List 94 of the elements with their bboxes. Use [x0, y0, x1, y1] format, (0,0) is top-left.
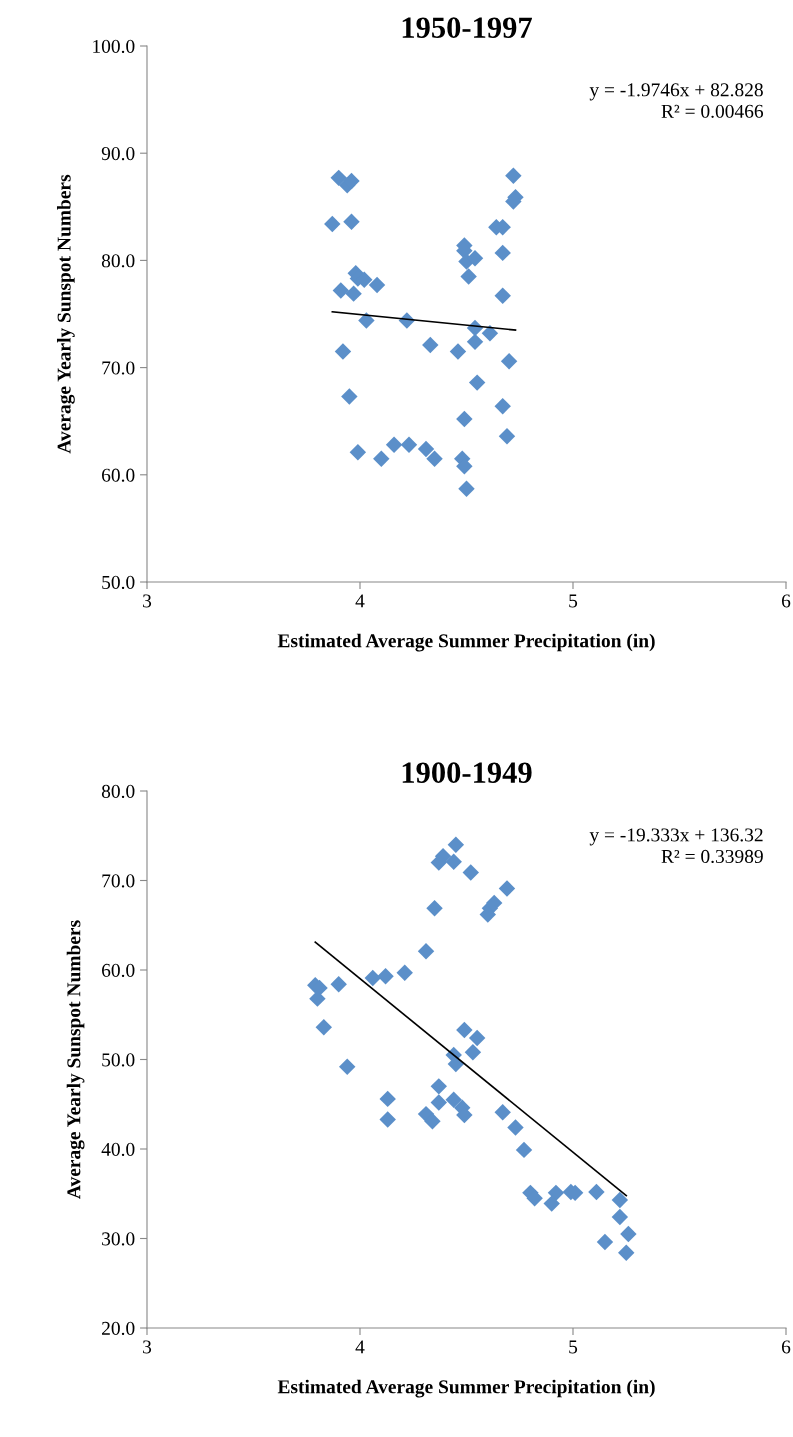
- point: [330, 976, 347, 993]
- chart-title: 1900-1949: [402, 762, 532, 783]
- point: [505, 167, 522, 184]
- point: [424, 1113, 441, 1130]
- point: [315, 1019, 333, 1036]
- y-tick-label: 50.0: [102, 575, 135, 590]
- y-tick-label: 90.0: [101, 147, 135, 161]
- y-tick-label: 60.0: [102, 963, 135, 978]
- point: [498, 880, 516, 897]
- point: [456, 1021, 473, 1039]
- point: [447, 836, 465, 853]
- point: [466, 333, 484, 351]
- y-tick-label: 100.0: [93, 39, 135, 54]
- y-tick-label: 20.0: [102, 1321, 135, 1336]
- point: [494, 1104, 511, 1121]
- point: [345, 285, 362, 302]
- point: [332, 282, 350, 299]
- x-tick-label: 6: [781, 1340, 791, 1354]
- y-tick-label: 80.0: [101, 784, 135, 799]
- point: [611, 1191, 629, 1209]
- y-tick-label: 80.0: [101, 254, 135, 268]
- point: [400, 436, 418, 453]
- annotation: R² = 0.00466: [661, 104, 764, 118]
- point: [462, 864, 479, 881]
- point: [379, 1111, 396, 1128]
- point: [507, 1119, 524, 1136]
- point: [309, 990, 326, 1007]
- point: [547, 1184, 565, 1202]
- point: [611, 1208, 629, 1226]
- point: [422, 336, 439, 354]
- x-tick-label: 5: [569, 594, 578, 608]
- y-tick-label: 60.0: [102, 468, 135, 482]
- point: [341, 388, 358, 405]
- y-tick-label: 70.0: [102, 361, 135, 375]
- point: [368, 276, 386, 294]
- point: [449, 343, 467, 360]
- point: [494, 397, 511, 415]
- y-tick-label: 40.0: [101, 1142, 135, 1157]
- y-tick-label: 30.0: [102, 1232, 135, 1246]
- point: [343, 172, 360, 190]
- point: [396, 964, 413, 981]
- point: [426, 900, 443, 917]
- point: [543, 1195, 560, 1212]
- point: [456, 410, 473, 428]
- point: [343, 213, 360, 231]
- point: [481, 325, 499, 342]
- x-tick-label: 4: [355, 1340, 365, 1354]
- point: [458, 480, 475, 497]
- point: [334, 343, 352, 360]
- point: [468, 1029, 486, 1047]
- point: [377, 968, 394, 985]
- point: [379, 1090, 396, 1108]
- point: [588, 1183, 605, 1201]
- y-axis-title: Average Yearly Sunspot Numbers: [66, 920, 85, 1199]
- point: [417, 440, 435, 458]
- y-axis-title: Average Yearly Sunspot Numbers: [56, 174, 75, 454]
- x-tick-label: 3: [143, 594, 152, 608]
- point: [494, 244, 511, 262]
- x-axis-title: Estimated Average Summer Precipitation (in): [277, 1379, 655, 1398]
- x-tick-label: 4: [355, 594, 365, 608]
- annotation: R² = 0.33989: [661, 849, 763, 864]
- point: [464, 1044, 482, 1061]
- point: [385, 436, 403, 453]
- point: [494, 287, 511, 304]
- x-tick-label: 3: [143, 1340, 152, 1354]
- y-tick-label: 70.0: [102, 874, 135, 888]
- point: [349, 444, 367, 461]
- point: [324, 215, 341, 233]
- point: [498, 427, 516, 445]
- x-axis-title: Estimated Average Summer Precipitation (in): [277, 633, 655, 652]
- point: [445, 1091, 462, 1108]
- point: [468, 374, 486, 391]
- point: [358, 312, 375, 329]
- point: [500, 352, 518, 370]
- point: [618, 1244, 635, 1262]
- chart-title: 1950-1997: [402, 17, 532, 38]
- point: [515, 1141, 533, 1159]
- point: [445, 853, 462, 870]
- point: [460, 268, 477, 285]
- annotation: y = -19.333x + 136.32: [589, 828, 763, 846]
- annotation: y = -1.9746x + 82.828: [589, 83, 763, 101]
- y-tick-label: 50.0: [102, 1053, 135, 1067]
- point: [364, 969, 381, 987]
- point: [430, 1078, 448, 1095]
- point: [373, 450, 390, 467]
- point: [426, 450, 443, 467]
- point: [417, 942, 435, 960]
- point: [430, 1094, 448, 1111]
- point: [330, 169, 347, 187]
- point: [596, 1233, 614, 1251]
- point: [620, 1225, 637, 1243]
- x-tick-label: 5: [569, 1340, 578, 1354]
- point: [339, 1058, 356, 1075]
- x-tick-label: 6: [781, 594, 791, 608]
